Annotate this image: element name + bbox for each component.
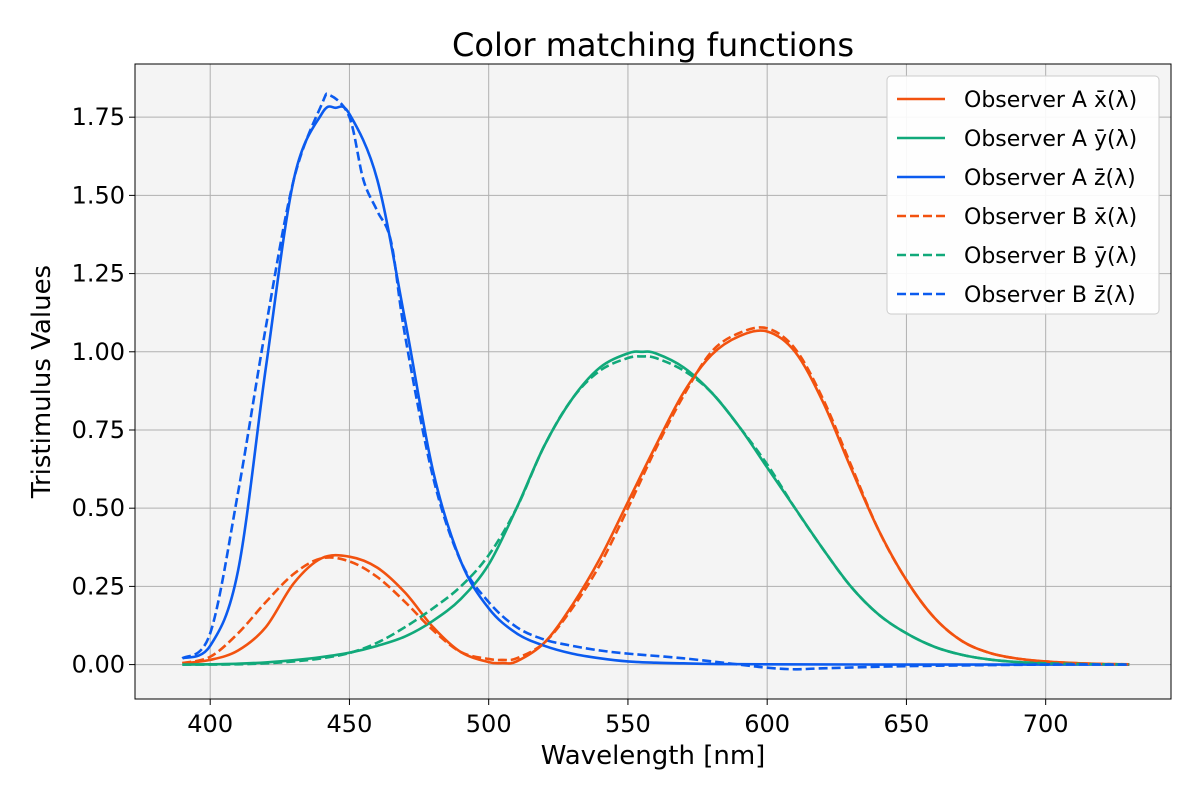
legend: Observer A x̄(λ) Observer A ȳ(λ) Observer… <box>886 75 1160 315</box>
x-axis-label: Wavelength [nm] <box>541 741 766 771</box>
x-tick-label: 450 <box>327 710 373 738</box>
y-tick-label: 0.25 <box>72 572 125 600</box>
y-axis-label: Tristimulus Values <box>27 265 57 499</box>
legend-label: Observer B z̄(λ) <box>964 283 1136 308</box>
y-tick-label: 1.00 <box>72 338 125 366</box>
series-layer <box>181 92 1130 671</box>
grid-layer <box>135 64 1171 699</box>
y-tick-label: 0.50 <box>72 494 125 522</box>
y-tick-label: 1.75 <box>72 103 125 131</box>
x-tick-label: 550 <box>605 710 651 738</box>
y-tick-label: 0.00 <box>72 651 125 679</box>
plot-frame <box>134 63 1172 700</box>
legend-box <box>886 75 1160 315</box>
legend-label: Observer B x̄(λ) <box>964 205 1137 230</box>
x-tick-label: 500 <box>466 710 512 738</box>
series-line-5 <box>182 355 1130 666</box>
y-tick-label: 1.25 <box>72 260 125 288</box>
y-tick-label: 0.75 <box>72 416 125 444</box>
series-line-4 <box>182 326 1130 666</box>
legend-label: Observer A ȳ(λ) <box>964 127 1137 152</box>
x-tick-label: 400 <box>187 710 233 738</box>
x-tick-label: 650 <box>884 710 930 738</box>
legend-label: Observer A z̄(λ) <box>964 166 1136 191</box>
x-tick-label: 600 <box>744 710 790 738</box>
x-tick-label: 700 <box>1023 710 1069 738</box>
series-line-6 <box>181 92 1130 671</box>
y-tick-label: 1.50 <box>72 181 125 209</box>
legend-label: Observer B ȳ(λ) <box>964 244 1137 269</box>
ticks-layer: 400 450 500 550 600 650 700 0.00 0.25 0.50 0.75 1.0… <box>72 103 1069 738</box>
legend-label: Observer A x̄(λ) <box>964 88 1137 113</box>
chart-title: Color matching functions <box>452 26 854 64</box>
